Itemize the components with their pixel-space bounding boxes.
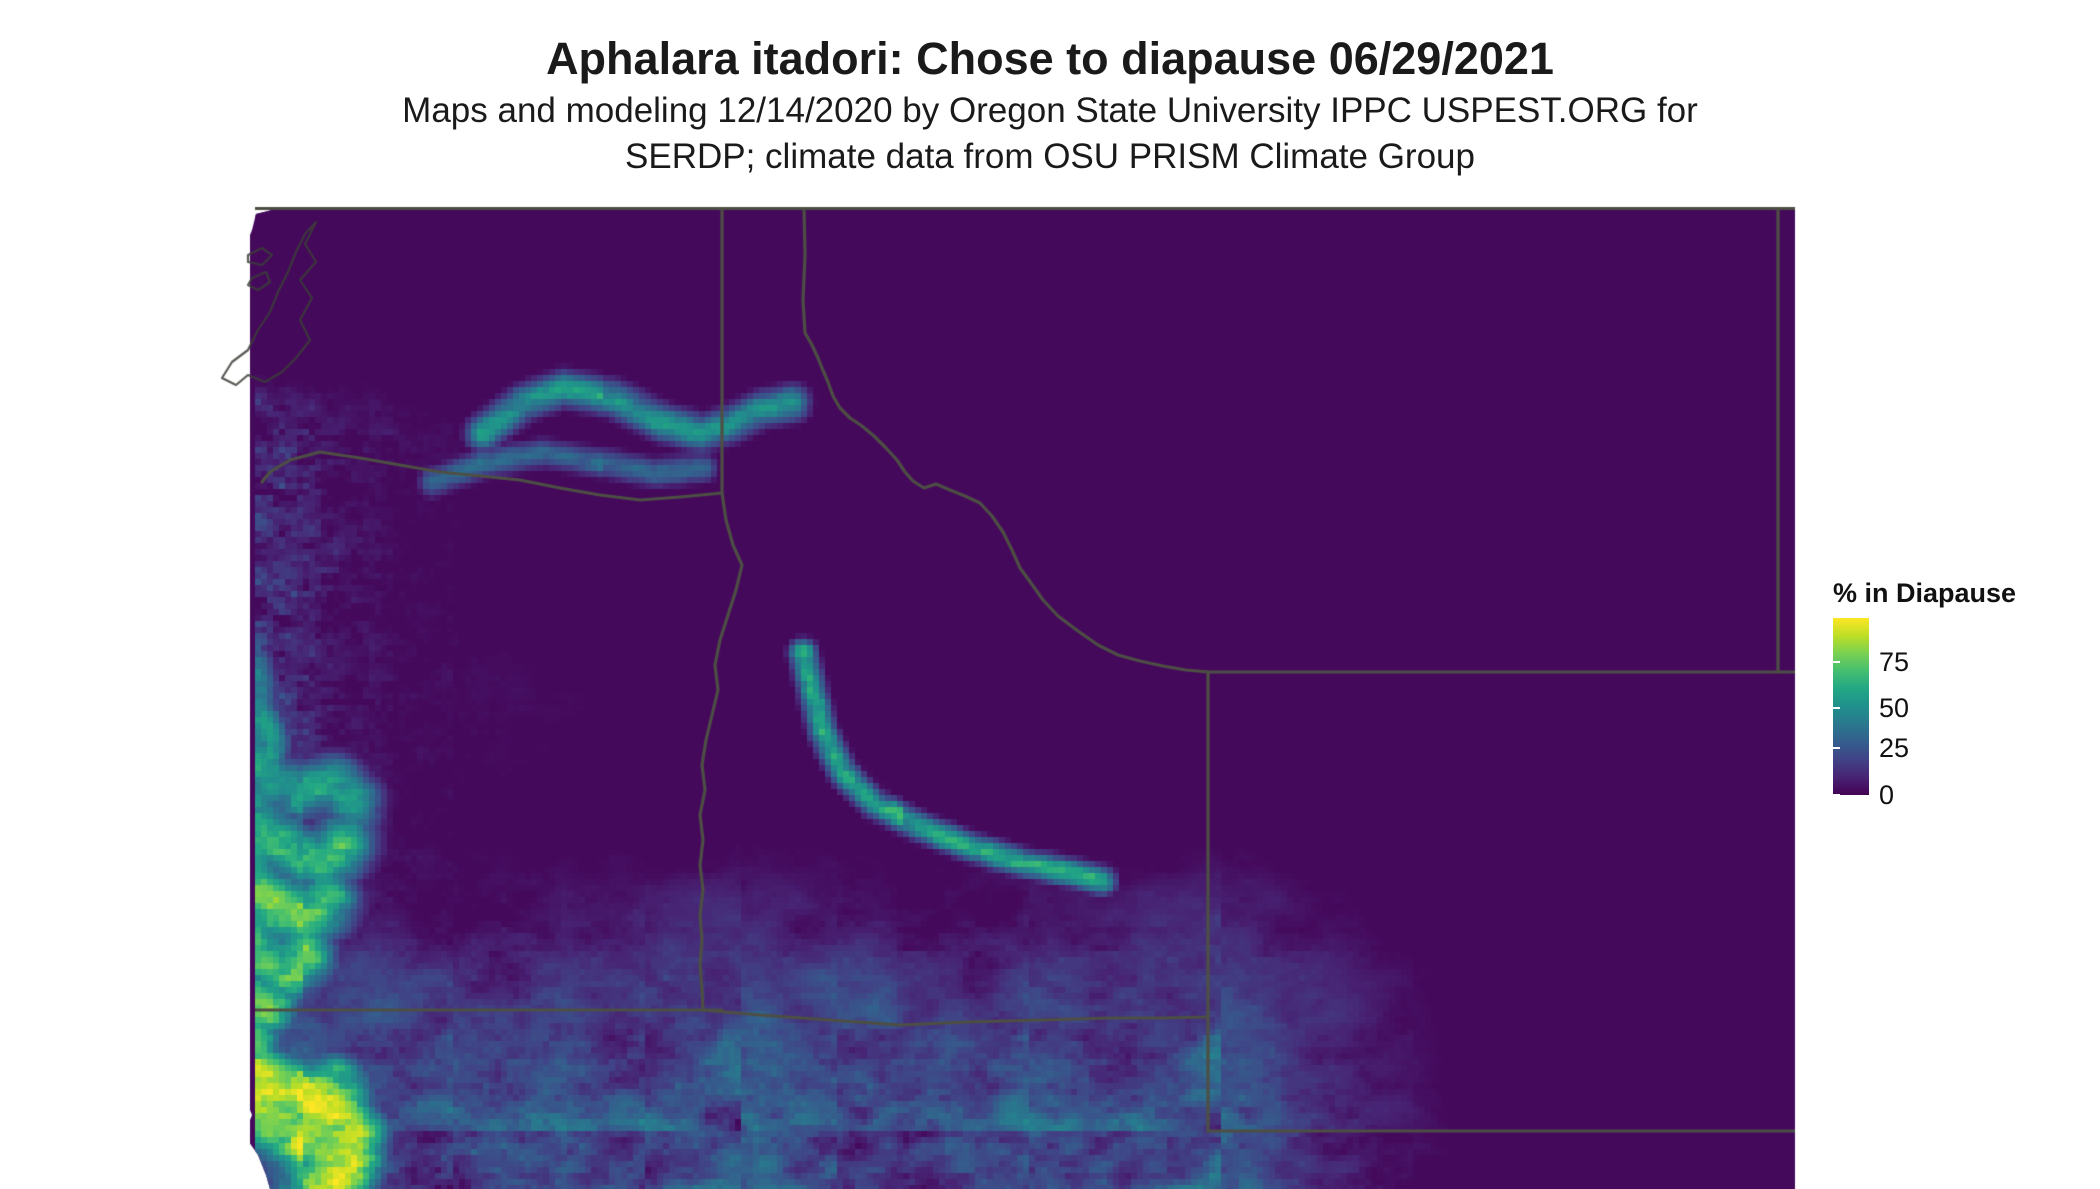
svg-text:0: 0: [1879, 780, 1894, 810]
svg-text:50: 50: [1879, 693, 1909, 723]
svg-text:25: 25: [1879, 733, 1909, 763]
svg-text:75: 75: [1879, 647, 1909, 677]
